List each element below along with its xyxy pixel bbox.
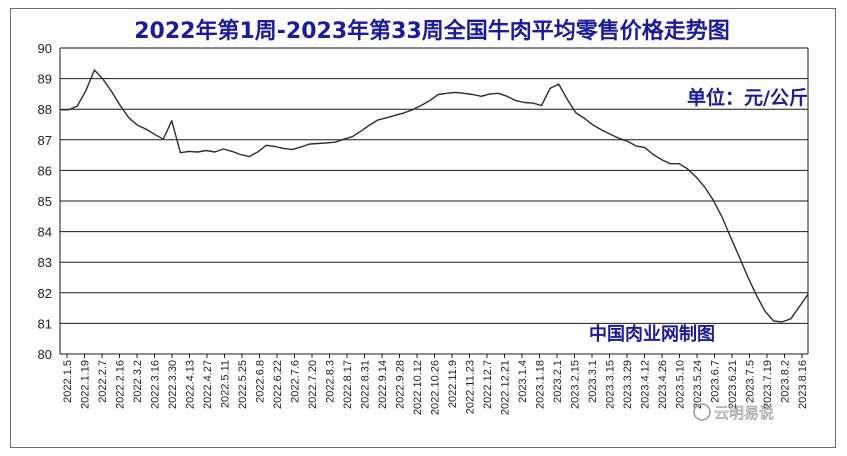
x-tick-label: 2023.5.24 xyxy=(692,360,704,409)
x-tick-label: 2023.7.19 xyxy=(762,360,774,409)
x-tick-label: 2023.3.1 xyxy=(587,360,599,403)
x-tick-label: 2022.7.6 xyxy=(290,360,302,403)
x-tick-label: 2022.10.26 xyxy=(430,360,442,415)
y-tick-label: 84 xyxy=(38,225,52,240)
source-label: 中国肉业网制图 xyxy=(589,323,715,345)
x-tick-label: 2022.3.30 xyxy=(167,360,179,409)
x-tick-label: 2023.2.15 xyxy=(570,360,582,409)
x-tick-label: 2023.4.26 xyxy=(657,360,669,409)
unit-label: 单位：元/公斤 xyxy=(687,86,808,109)
x-tick-label: 2023.7.5 xyxy=(745,360,757,403)
x-tick-label: 2022.1.5 xyxy=(62,360,74,403)
x-tick-label: 2022.8.3 xyxy=(325,360,337,403)
y-tick-label: 85 xyxy=(38,194,52,209)
x-tick-label: 2022.2.16 xyxy=(115,360,127,409)
x-tick-label: 2022.8.17 xyxy=(342,360,354,409)
y-tick-label: 81 xyxy=(38,316,52,331)
x-tick-label: 2023.6.7 xyxy=(710,360,722,403)
y-tick-label: 89 xyxy=(38,72,52,87)
y-tick-label: 88 xyxy=(38,102,52,117)
x-tick-label: 2023.5.10 xyxy=(675,360,687,409)
x-axis-ticks: 2022.1.5 2022.1.19 2022.2.7 2022.2.16 2022.3… xyxy=(62,360,809,415)
x-tick-label: 2023.3.15 xyxy=(605,360,617,409)
y-tick-label: 82 xyxy=(38,286,52,301)
chart-frame xyxy=(10,8,836,448)
x-tick-label: 2022.1.19 xyxy=(80,360,92,409)
x-tick-label: 2023.8.2 xyxy=(780,360,792,403)
chart-title: 2022年第1周-2023年第33周全国牛肉平均零售价格走势图 xyxy=(134,18,730,44)
y-axis-ticks: 80 81 82 83 84 85 86 87 88 89 90 xyxy=(38,41,52,362)
x-tick-label: 2023.6.21 xyxy=(727,360,739,409)
y-tick-label: 86 xyxy=(38,163,52,178)
x-tick-label: 2022.9.14 xyxy=(377,360,389,409)
gridlines xyxy=(60,47,808,355)
wechat-icon xyxy=(693,403,711,421)
x-tick-label: 2023.8.16 xyxy=(797,360,809,409)
x-tick-label: 2022.6.8 xyxy=(255,360,267,403)
y-tick-label: 90 xyxy=(38,41,52,56)
x-tick-label: 2022.8.31 xyxy=(360,360,372,409)
x-tick-label: 2023.1.18 xyxy=(535,360,547,409)
x-tick-label: 2023.3.29 xyxy=(622,360,634,409)
x-tick-label: 2022.4.27 xyxy=(202,360,214,409)
x-tick-label: 2022.11.23 xyxy=(465,360,477,414)
watermark: 云明易说 xyxy=(693,403,774,422)
x-tick-label: 2022.3.16 xyxy=(150,360,162,409)
x-tick-label: 2022.5.11 xyxy=(220,360,232,408)
x-tick-label: 2023.2.1 xyxy=(552,360,564,403)
x-tick-label: 2023.4.12 xyxy=(640,360,652,409)
price-series-line xyxy=(60,69,809,323)
x-tick-label: 2023.1.4 xyxy=(517,360,529,403)
x-tick-label: 2022.10.12 xyxy=(412,360,424,415)
series-layer xyxy=(60,69,809,323)
x-tick-label: 2022.12.7 xyxy=(482,360,494,409)
x-tick-label: 2022.11.9 xyxy=(447,360,459,408)
y-tick-label: 87 xyxy=(38,133,52,148)
x-tick-label: 2022.7.20 xyxy=(307,360,319,409)
y-tick-label: 83 xyxy=(38,255,52,270)
x-tick-label: 2022.2.7 xyxy=(97,360,109,403)
axes xyxy=(59,48,809,358)
y-tick-label: 80 xyxy=(38,347,52,362)
watermark-text: 云明易说 xyxy=(714,404,774,422)
x-tick-label: 2022.6.22 xyxy=(272,360,284,409)
x-tick-label: 2022.3.2 xyxy=(132,360,144,403)
x-tick-label: 2022.4.13 xyxy=(185,360,197,409)
x-tick-label: 2022.12.21 xyxy=(500,360,512,415)
x-tick-label: 2022.9.28 xyxy=(395,360,407,409)
x-tick-label: 2022.5.25 xyxy=(237,360,249,409)
